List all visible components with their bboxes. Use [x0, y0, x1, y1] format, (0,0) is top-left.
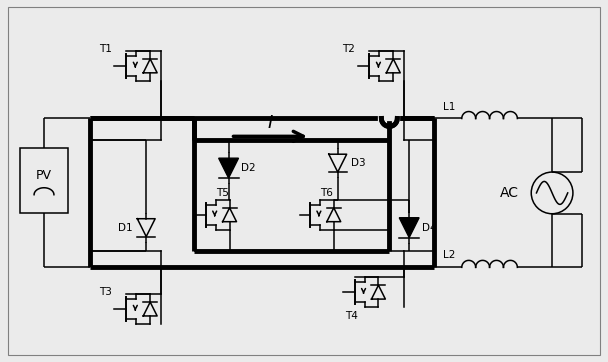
- Text: D4: D4: [422, 223, 437, 233]
- Text: D2: D2: [241, 163, 256, 173]
- Text: T5: T5: [216, 188, 229, 198]
- Text: T2: T2: [342, 44, 354, 54]
- Polygon shape: [399, 218, 419, 237]
- Text: T1: T1: [98, 44, 111, 54]
- Polygon shape: [219, 158, 238, 178]
- Bar: [20, 148, 68, 213]
- Text: L1: L1: [443, 102, 455, 111]
- Text: T6: T6: [320, 188, 333, 198]
- Text: L2: L2: [443, 251, 455, 260]
- Text: AC: AC: [500, 186, 519, 200]
- Text: D3: D3: [351, 158, 365, 168]
- Text: PV: PV: [36, 169, 52, 182]
- Text: T4: T4: [345, 311, 358, 321]
- Text: T3: T3: [98, 287, 111, 297]
- Text: I: I: [268, 114, 273, 132]
- Text: D1: D1: [118, 223, 133, 233]
